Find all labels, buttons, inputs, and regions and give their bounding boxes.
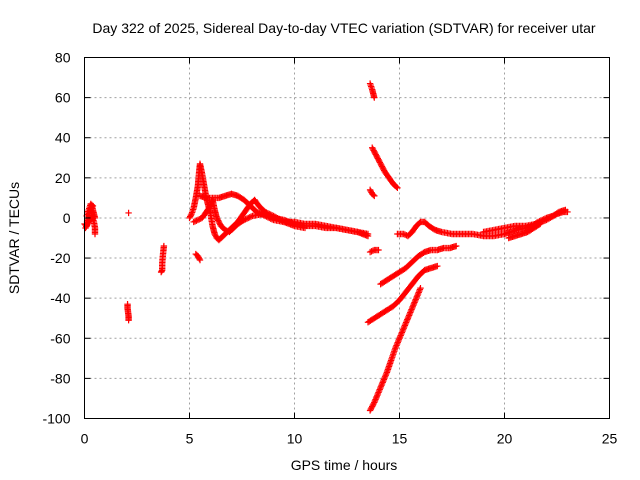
data-point (393, 183, 400, 191)
data-point (91, 230, 99, 238)
y-tick-label: 0 (63, 210, 71, 226)
y-tick-label: 80 (55, 50, 71, 66)
data-point (247, 213, 255, 220)
y-tick-label: -40 (50, 290, 70, 306)
data-point (369, 247, 377, 254)
data-point (535, 221, 543, 228)
y-tick-label: 20 (55, 170, 71, 186)
x-tick-label: 10 (287, 431, 303, 447)
y-tick-label: -60 (50, 330, 70, 346)
data-point (267, 215, 274, 222)
data-point (263, 213, 270, 220)
data-point (259, 211, 266, 218)
x-tick-label: 0 (81, 431, 89, 447)
data-point (243, 215, 251, 222)
data-point (434, 262, 441, 270)
data-point (368, 248, 375, 255)
data-point (394, 184, 401, 192)
y-tick-label: 40 (55, 130, 71, 146)
axis-ticks: 0 5 10 15 20 25 -100 -80 -60 -40 -20 0 20 40 60 80 (42, 50, 617, 447)
data-point (125, 209, 132, 217)
x-tick-label: 15 (392, 431, 408, 447)
data-point (187, 212, 195, 219)
data-point (194, 216, 202, 224)
y-tick-label: -100 (42, 411, 70, 427)
data-point (246, 214, 253, 221)
data-point (88, 201, 96, 209)
data-point (400, 230, 407, 238)
x-tick-label: 25 (602, 431, 618, 447)
data-point (89, 202, 97, 210)
data-point (370, 400, 377, 407)
data-point (125, 317, 132, 324)
data-point (260, 212, 267, 219)
data-points (81, 80, 571, 414)
data-point (253, 208, 260, 216)
data-point (370, 191, 377, 199)
data-point (375, 246, 382, 254)
x-tick-label: 5 (186, 431, 194, 447)
data-point (196, 216, 203, 223)
y-tick-label: -20 (50, 250, 70, 266)
data-point (371, 192, 378, 200)
data-point (193, 217, 200, 224)
data-point (245, 214, 252, 222)
data-point (257, 210, 265, 218)
data-point (160, 242, 168, 250)
data-point (254, 209, 262, 216)
data-point (364, 232, 372, 240)
x-tick-label: 20 (497, 431, 513, 447)
data-point (196, 255, 203, 262)
data-point (242, 216, 249, 223)
data-point (453, 242, 460, 250)
data-point (417, 284, 424, 292)
gridlines (84, 57, 610, 419)
data-point (196, 256, 204, 264)
data-point (222, 226, 229, 234)
data-point (240, 216, 248, 224)
x-axis-label: GPS time / hours (291, 457, 398, 473)
data-point (190, 218, 197, 226)
data-point (264, 214, 272, 221)
data-point (256, 210, 263, 217)
y-tick-label: -80 (50, 370, 70, 386)
data-point (537, 220, 544, 228)
data-point (261, 212, 269, 220)
data-point (266, 214, 273, 222)
data-point (564, 208, 571, 216)
data-point (371, 94, 378, 101)
data-point (191, 218, 199, 225)
data-point (268, 216, 276, 223)
data-point (366, 248, 374, 256)
plot-frame (84, 57, 610, 419)
chart-title: Day 322 of 2025, Sidereal Day-to-day VTE… (92, 20, 596, 36)
y-tick-label: 60 (55, 90, 71, 106)
y-axis-label: SDTVAR / TECUs (6, 182, 22, 294)
